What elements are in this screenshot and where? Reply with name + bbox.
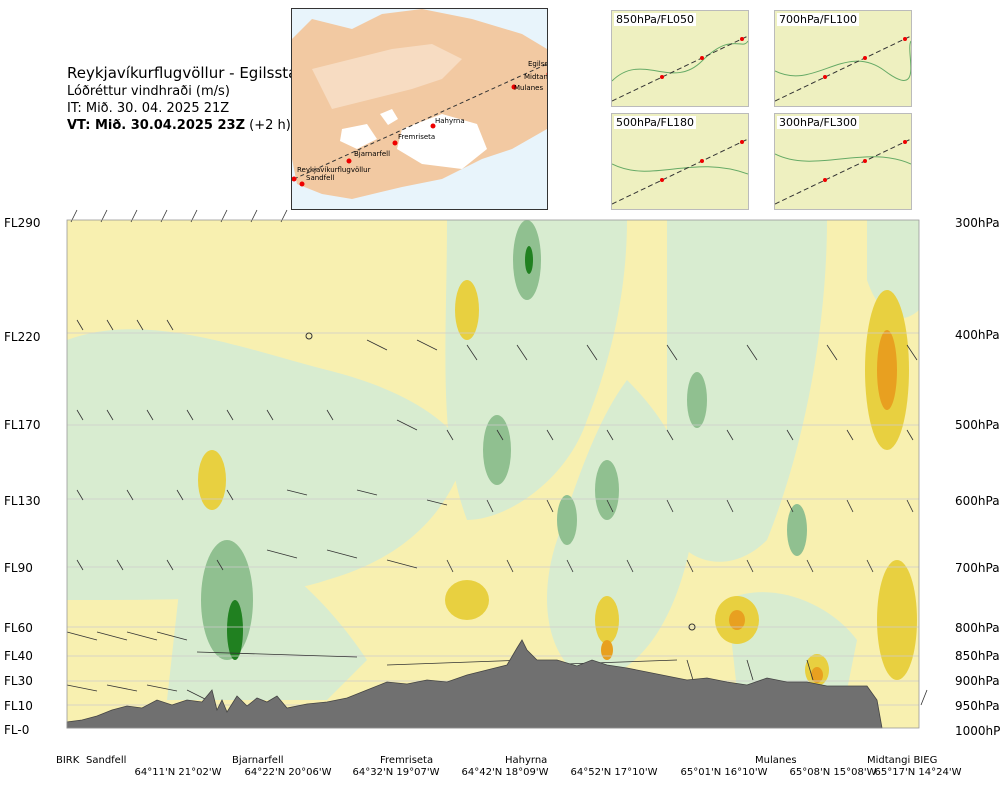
panel-850hpa[interactable]: 850hPa/FL050 xyxy=(611,10,749,107)
waypoint-label: Bjarnarfell xyxy=(232,755,284,766)
panel-700hpa[interactable]: 700hPa/FL100 xyxy=(774,10,912,107)
waypoint-label: Hahyrna xyxy=(505,755,548,766)
coordinate-label: 64°32'N 19°07'W xyxy=(352,767,440,778)
issue-time: IT: Mið. 30. 04. 2025 21Z xyxy=(67,101,230,116)
map-label-egilsstadir: Egilsstaðir xyxy=(528,60,547,68)
coordinate-label: 65°17'N 14°24'W xyxy=(874,767,962,778)
coordinate-label: 65°08'N 15°08'W xyxy=(789,767,877,778)
pressure-label: 1000hPa xyxy=(955,724,1000,738)
pressure-label: 500hPa xyxy=(955,418,1000,432)
pressure-label: 300hPa xyxy=(955,216,1000,230)
fl-label: FL40 xyxy=(4,649,33,663)
panel-label: 850hPa/FL050 xyxy=(614,13,697,26)
map-label-reykjavik: Reykjavíkurflugvöllur xyxy=(297,166,371,174)
valid-time: VT: Mið. 30.04.2025 23Z (+2 h) xyxy=(67,118,291,133)
map-label-midtangi: Midtangi xyxy=(524,73,547,81)
panel-300hpa[interactable]: 300hPa/FL300 xyxy=(774,113,912,210)
map-label-sandfell: Sandfell xyxy=(306,174,334,182)
panel-label: 300hPa/FL300 xyxy=(777,116,860,129)
fl-label: FL130 xyxy=(4,494,41,508)
route-map: Egilsstaðir Midtangi Mulanes Hahyrna Fre… xyxy=(291,8,548,210)
pressure-label: 400hPa xyxy=(955,328,1000,342)
pressure-label: 900hPa xyxy=(955,674,1000,688)
downdraft-strong xyxy=(227,246,533,660)
coordinate-label: 64°42'N 18°09'W xyxy=(461,767,549,778)
map-label-bjarnarfell: Bjarnarfell xyxy=(354,150,390,158)
terrain-profile xyxy=(66,639,883,729)
coordinate-label: 64°52'N 17°10'W xyxy=(570,767,658,778)
iceland-map: Egilsstaðir Midtangi Mulanes Hahyrna Fre… xyxy=(292,9,547,199)
pressure-label: 850hPa xyxy=(955,649,1000,663)
fl-label: FL30 xyxy=(4,674,33,688)
route-title: Reykjavíkurflugvöllur - Egilsstadir xyxy=(67,64,318,82)
coordinate-label: 65°01'N 16°10'W xyxy=(680,767,768,778)
fl-label: FL170 xyxy=(4,418,41,432)
fl-label: FL220 xyxy=(4,330,41,344)
waypoint-label: Fremriseta xyxy=(380,755,434,766)
product-subtitle: Lóðréttur vindhraði (m/s) xyxy=(67,84,230,99)
panel-label: 700hPa/FL100 xyxy=(777,13,860,26)
map-label-fremriseta: Fremriseta xyxy=(398,133,435,141)
panel-label: 500hPa/FL180 xyxy=(614,116,697,129)
vertical-cross-section xyxy=(66,209,928,729)
panel-500hpa[interactable]: 500hPa/FL180 xyxy=(611,113,749,210)
coordinate-label: 64°22'N 20°06'W xyxy=(244,767,332,778)
map-label-hahyrna: Hahyrna xyxy=(435,117,465,125)
waypoint-label: Mulanes xyxy=(755,755,797,766)
fl-label: FL-0 xyxy=(4,723,30,737)
waypoint-label: Sandfell xyxy=(86,755,127,766)
map-label-mulanes: Mulanes xyxy=(514,84,543,92)
coordinate-label: 64°11'N 21°02'W xyxy=(134,767,222,778)
pressure-label: 600hPa xyxy=(955,494,1000,508)
fl-label: FL10 xyxy=(4,699,33,713)
fl-label: FL290 xyxy=(4,216,41,230)
wind-barbs xyxy=(66,209,928,706)
pressure-label: 950hPa xyxy=(955,699,1000,713)
pressure-label: 800hPa xyxy=(955,621,1000,635)
fl-label: FL90 xyxy=(4,561,33,575)
waypoint-label: Midtangi BIEG xyxy=(867,755,938,766)
fl-label: FL60 xyxy=(4,621,33,635)
updraft-strong xyxy=(601,330,897,683)
pressure-label: 700hPa xyxy=(955,561,1000,575)
waypoint-label: BIRK xyxy=(56,755,80,766)
